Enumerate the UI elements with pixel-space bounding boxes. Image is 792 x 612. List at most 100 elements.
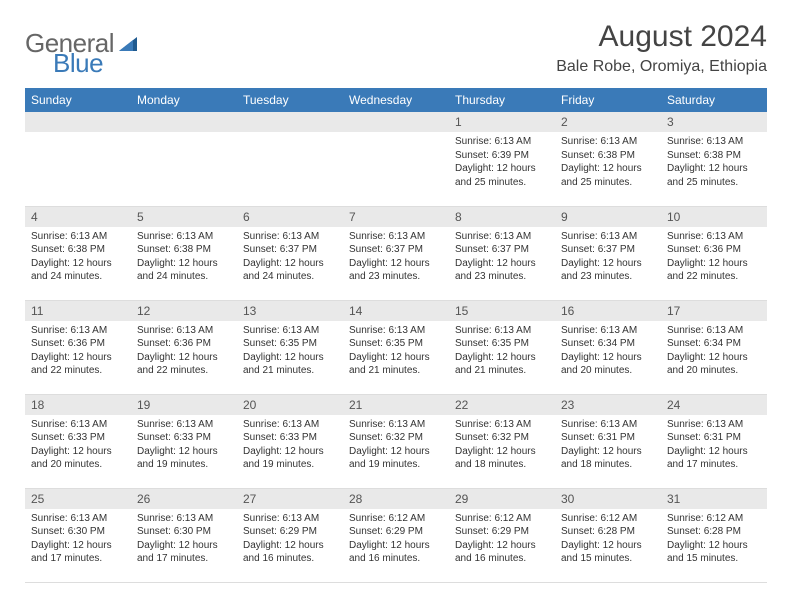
calendar-day-cell: 6Sunrise: 6:13 AMSunset: 6:37 PMDaylight… — [237, 206, 343, 300]
location-text: Bale Robe, Oromiya, Ethiopia — [556, 58, 767, 76]
day-details: Sunrise: 6:13 AMSunset: 6:30 PMDaylight:… — [25, 509, 131, 570]
day-details: Sunrise: 6:13 AMSunset: 6:29 PMDaylight:… — [237, 509, 343, 570]
day-details: Sunrise: 6:13 AMSunset: 6:37 PMDaylight:… — [237, 227, 343, 288]
day-header: Friday — [555, 88, 661, 112]
day-number: 23 — [555, 395, 661, 415]
day-number: 16 — [555, 301, 661, 321]
day-header: Monday — [131, 88, 237, 112]
calendar-day-cell — [131, 112, 237, 206]
day-details: Sunrise: 6:13 AMSunset: 6:33 PMDaylight:… — [237, 415, 343, 476]
calendar-day-cell — [25, 112, 131, 206]
calendar-day-cell: 1Sunrise: 6:13 AMSunset: 6:39 PMDaylight… — [449, 112, 555, 206]
calendar-week-row: 4Sunrise: 6:13 AMSunset: 6:38 PMDaylight… — [25, 206, 767, 300]
day-number: 20 — [237, 395, 343, 415]
calendar-day-cell: 19Sunrise: 6:13 AMSunset: 6:33 PMDayligh… — [131, 394, 237, 488]
day-header: Thursday — [449, 88, 555, 112]
day-number: 26 — [131, 489, 237, 509]
calendar-day-cell: 29Sunrise: 6:12 AMSunset: 6:29 PMDayligh… — [449, 488, 555, 582]
day-details: Sunrise: 6:13 AMSunset: 6:35 PMDaylight:… — [237, 321, 343, 382]
calendar-body: 1Sunrise: 6:13 AMSunset: 6:39 PMDaylight… — [25, 112, 767, 582]
calendar-day-cell: 27Sunrise: 6:13 AMSunset: 6:29 PMDayligh… — [237, 488, 343, 582]
day-details: Sunrise: 6:13 AMSunset: 6:31 PMDaylight:… — [661, 415, 767, 476]
calendar-day-cell: 30Sunrise: 6:12 AMSunset: 6:28 PMDayligh… — [555, 488, 661, 582]
day-number: 7 — [343, 207, 449, 227]
day-header: Sunday — [25, 88, 131, 112]
day-number: 29 — [449, 489, 555, 509]
day-number: 22 — [449, 395, 555, 415]
day-details: Sunrise: 6:13 AMSunset: 6:34 PMDaylight:… — [555, 321, 661, 382]
calendar-week-row: 25Sunrise: 6:13 AMSunset: 6:30 PMDayligh… — [25, 488, 767, 582]
day-number: 31 — [661, 489, 767, 509]
calendar-day-cell: 28Sunrise: 6:12 AMSunset: 6:29 PMDayligh… — [343, 488, 449, 582]
logo-word2: Blue — [53, 48, 103, 78]
calendar-day-cell: 18Sunrise: 6:13 AMSunset: 6:33 PMDayligh… — [25, 394, 131, 488]
day-number: 11 — [25, 301, 131, 321]
day-details: Sunrise: 6:13 AMSunset: 6:34 PMDaylight:… — [661, 321, 767, 382]
day-details: Sunrise: 6:13 AMSunset: 6:32 PMDaylight:… — [343, 415, 449, 476]
day-details: Sunrise: 6:13 AMSunset: 6:39 PMDaylight:… — [449, 132, 555, 193]
day-number: 17 — [661, 301, 767, 321]
day-details: Sunrise: 6:13 AMSunset: 6:38 PMDaylight:… — [661, 132, 767, 193]
calendar-day-cell: 9Sunrise: 6:13 AMSunset: 6:37 PMDaylight… — [555, 206, 661, 300]
calendar-table: SundayMondayTuesdayWednesdayThursdayFrid… — [25, 88, 767, 583]
calendar-day-cell: 16Sunrise: 6:13 AMSunset: 6:34 PMDayligh… — [555, 300, 661, 394]
day-header: Wednesday — [343, 88, 449, 112]
logo-triangle-icon — [119, 35, 139, 53]
day-details: Sunrise: 6:12 AMSunset: 6:29 PMDaylight:… — [343, 509, 449, 570]
calendar-day-cell: 21Sunrise: 6:13 AMSunset: 6:32 PMDayligh… — [343, 394, 449, 488]
day-details: Sunrise: 6:13 AMSunset: 6:30 PMDaylight:… — [131, 509, 237, 570]
day-details: Sunrise: 6:13 AMSunset: 6:36 PMDaylight:… — [661, 227, 767, 288]
day-details: Sunrise: 6:12 AMSunset: 6:29 PMDaylight:… — [449, 509, 555, 570]
calendar-week-row: 1Sunrise: 6:13 AMSunset: 6:39 PMDaylight… — [25, 112, 767, 206]
calendar-week-row: 18Sunrise: 6:13 AMSunset: 6:33 PMDayligh… — [25, 394, 767, 488]
day-number: 13 — [237, 301, 343, 321]
day-number: 30 — [555, 489, 661, 509]
day-header-row: SundayMondayTuesdayWednesdayThursdayFrid… — [25, 88, 767, 112]
day-number: 21 — [343, 395, 449, 415]
day-number: 27 — [237, 489, 343, 509]
calendar-day-cell: 7Sunrise: 6:13 AMSunset: 6:37 PMDaylight… — [343, 206, 449, 300]
calendar-day-cell: 25Sunrise: 6:13 AMSunset: 6:30 PMDayligh… — [25, 488, 131, 582]
calendar-week-row: 11Sunrise: 6:13 AMSunset: 6:36 PMDayligh… — [25, 300, 767, 394]
calendar-day-cell: 10Sunrise: 6:13 AMSunset: 6:36 PMDayligh… — [661, 206, 767, 300]
day-number: 10 — [661, 207, 767, 227]
header-row: General August 2024 Bale Robe, Oromiya, … — [25, 20, 767, 76]
calendar-day-cell: 5Sunrise: 6:13 AMSunset: 6:38 PMDaylight… — [131, 206, 237, 300]
day-details: Sunrise: 6:13 AMSunset: 6:35 PMDaylight:… — [343, 321, 449, 382]
day-details: Sunrise: 6:13 AMSunset: 6:33 PMDaylight:… — [131, 415, 237, 476]
day-number: 3 — [661, 112, 767, 132]
day-details: Sunrise: 6:13 AMSunset: 6:36 PMDaylight:… — [131, 321, 237, 382]
day-details: Sunrise: 6:13 AMSunset: 6:37 PMDaylight:… — [555, 227, 661, 288]
day-number: 9 — [555, 207, 661, 227]
day-number: 2 — [555, 112, 661, 132]
calendar-day-cell: 3Sunrise: 6:13 AMSunset: 6:38 PMDaylight… — [661, 112, 767, 206]
calendar-day-cell: 2Sunrise: 6:13 AMSunset: 6:38 PMDaylight… — [555, 112, 661, 206]
day-details: Sunrise: 6:13 AMSunset: 6:32 PMDaylight:… — [449, 415, 555, 476]
day-details: Sunrise: 6:13 AMSunset: 6:33 PMDaylight:… — [25, 415, 131, 476]
calendar-day-cell: 11Sunrise: 6:13 AMSunset: 6:36 PMDayligh… — [25, 300, 131, 394]
day-number: 8 — [449, 207, 555, 227]
title-block: August 2024 Bale Robe, Oromiya, Ethiopia — [556, 20, 767, 76]
calendar-day-cell: 12Sunrise: 6:13 AMSunset: 6:36 PMDayligh… — [131, 300, 237, 394]
day-number: 4 — [25, 207, 131, 227]
calendar-day-cell: 13Sunrise: 6:13 AMSunset: 6:35 PMDayligh… — [237, 300, 343, 394]
day-number: 28 — [343, 489, 449, 509]
logo-sub: Blue — [25, 48, 103, 79]
day-number-empty — [237, 112, 343, 132]
calendar-day-cell: 4Sunrise: 6:13 AMSunset: 6:38 PMDaylight… — [25, 206, 131, 300]
day-details: Sunrise: 6:12 AMSunset: 6:28 PMDaylight:… — [661, 509, 767, 570]
day-details: Sunrise: 6:13 AMSunset: 6:38 PMDaylight:… — [555, 132, 661, 193]
day-number: 1 — [449, 112, 555, 132]
day-details: Sunrise: 6:13 AMSunset: 6:35 PMDaylight:… — [449, 321, 555, 382]
day-details: Sunrise: 6:12 AMSunset: 6:28 PMDaylight:… — [555, 509, 661, 570]
calendar-day-cell — [343, 112, 449, 206]
calendar-day-cell: 24Sunrise: 6:13 AMSunset: 6:31 PMDayligh… — [661, 394, 767, 488]
day-details: Sunrise: 6:13 AMSunset: 6:38 PMDaylight:… — [25, 227, 131, 288]
day-number: 18 — [25, 395, 131, 415]
calendar-day-cell: 15Sunrise: 6:13 AMSunset: 6:35 PMDayligh… — [449, 300, 555, 394]
day-number: 24 — [661, 395, 767, 415]
day-details: Sunrise: 6:13 AMSunset: 6:31 PMDaylight:… — [555, 415, 661, 476]
day-number: 19 — [131, 395, 237, 415]
day-number-empty — [25, 112, 131, 132]
day-details: Sunrise: 6:13 AMSunset: 6:38 PMDaylight:… — [131, 227, 237, 288]
